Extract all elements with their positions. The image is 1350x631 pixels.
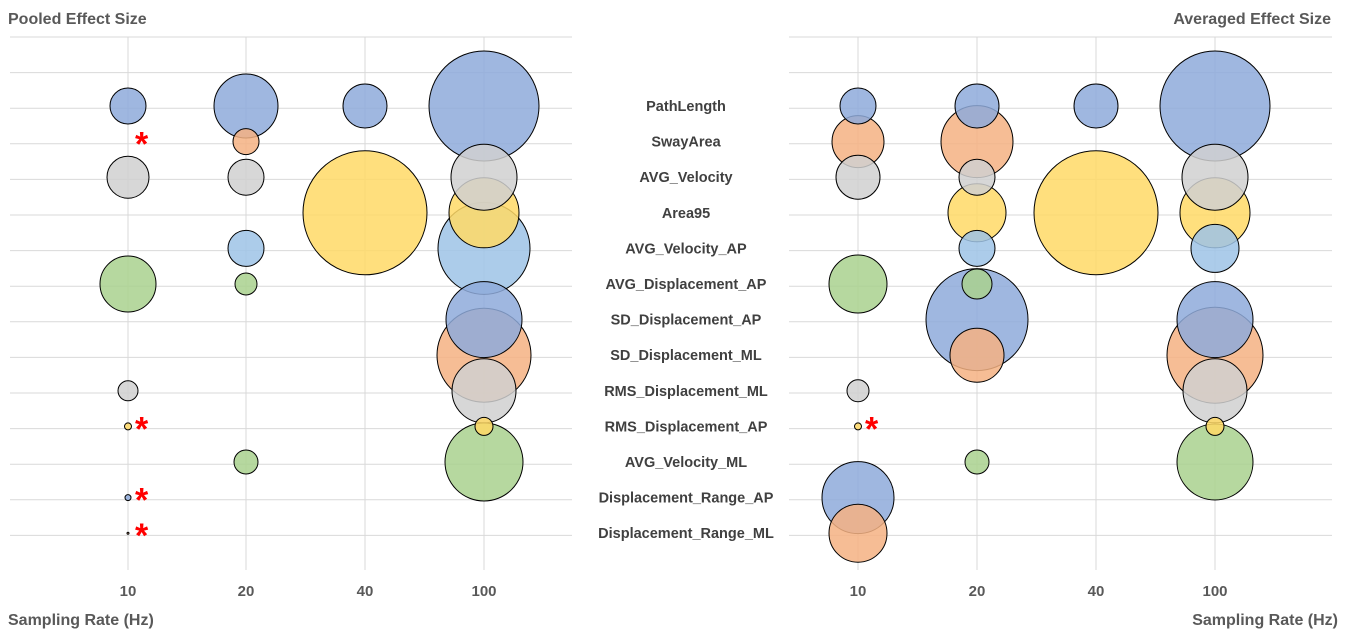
metric-label-sd-displacement-ap: SD_Displacement_AP	[611, 313, 762, 329]
left-bubble-area95-40	[302, 150, 428, 276]
metric-label-displacement-range-ml: Displacement_Range_ML	[598, 526, 774, 542]
left-bubble-avg-velocity-10	[106, 155, 150, 199]
right-bubble-rms-displacement-ml-100	[1182, 358, 1248, 424]
metric-labels: PathLength SwayArea AVG_Velocity Area95 AVG_…	[598, 99, 774, 542]
x-tick-label-100: 100	[471, 583, 496, 600]
x-tick-label-20: 20	[238, 583, 255, 600]
metric-label-displacement-range-ap: Displacement_Range_AP	[599, 491, 774, 507]
x-tick-label-40: 40	[1088, 583, 1105, 600]
left-bubble-rms-displacement-ml-10	[117, 380, 139, 402]
left-bubble-displacement-range-ml-10	[126, 531, 130, 535]
left-plot-area: 10 20 40 100****	[10, 36, 572, 600]
right-bubble-avg-velocity-10	[835, 154, 881, 200]
right-bubble-avg-velocity-20	[958, 158, 996, 196]
left-bubble-rms-displacement-ap-100	[474, 416, 494, 436]
left-asterisk-swayarea: *	[135, 126, 149, 164]
right-bubble-sd-displacement-ml-20	[949, 327, 1005, 383]
left-asterisk-displacement-range-ml: *	[135, 517, 149, 555]
right-bubble-sd-displacement-ap-100	[1176, 281, 1254, 359]
left-bubble-avg-displacement-ap-20	[234, 272, 258, 296]
x-tick-label-100: 100	[1202, 583, 1227, 600]
right-bubble-rms-displacement-ap-100	[1205, 416, 1225, 436]
right-bubble-avg-velocity-ml-20	[964, 449, 990, 475]
right-bubble-rms-displacement-ml-10	[846, 379, 870, 403]
metric-label-swayarea: SwayArea	[651, 135, 721, 151]
x-tick-label-10: 10	[120, 583, 137, 600]
left-bubble-rms-displacement-ap-10	[124, 422, 132, 431]
left-bubble-avg-velocity-100	[450, 143, 518, 211]
right-bubble-avg-displacement-ap-20	[961, 268, 993, 300]
metric-label-avg-velocity: AVG_Velocity	[639, 170, 732, 186]
right-bubble-pathlength-10	[839, 87, 877, 125]
metric-label-rms-displacement-ml: RMS_Displacement_ML	[604, 384, 768, 400]
metric-label-rms-displacement-ap: RMS_Displacement_AP	[605, 419, 768, 435]
left-bubble-pathlength-40	[342, 83, 388, 129]
left-bubble-avg-velocity-20	[227, 158, 265, 196]
left-bubble-avg-velocity-ml-20	[233, 449, 259, 475]
left-bubble-sd-displacement-ap-100	[445, 281, 523, 359]
x-tick-label-20: 20	[969, 583, 986, 600]
metric-label-avg-velocity-ml: AVG_Velocity_ML	[625, 455, 747, 471]
left-bubble-avg-displacement-ap-10	[99, 255, 157, 313]
right-bubble-avg-velocity-ap-100	[1190, 223, 1240, 273]
left-chart-title: Pooled Effect Size	[8, 11, 147, 28]
left-asterisk-displacement-range-ap: *	[135, 482, 149, 520]
right-bubble-avg-displacement-ap-10	[828, 254, 888, 314]
metric-label-avg-velocity-ap: AVG_Velocity_AP	[625, 241, 747, 257]
right-bubble-area95-40	[1033, 150, 1159, 276]
left-x-axis-label: Sampling Rate (Hz)	[8, 612, 154, 629]
right-bubble-rms-displacement-ap-10	[854, 422, 862, 431]
left-bubble-swayarea-20	[232, 128, 260, 156]
left-bubble-displacement-range-ap-10	[124, 494, 132, 502]
right-plot-area: 10 20 40 100 *	[789, 36, 1332, 600]
left-bubble-avg-velocity-ap-20	[227, 229, 265, 267]
right-chart-title: Averaged Effect Size	[1173, 11, 1331, 28]
right-bubble-displacement-range-ml-10	[828, 503, 888, 563]
metric-label-avg-displacement-ap: AVG_Displacement_AP	[606, 277, 767, 293]
right-bubble-avg-velocity-ap-20	[958, 229, 996, 267]
left-bubble-pathlength-10	[109, 87, 147, 125]
x-tick-label-40: 40	[357, 583, 374, 600]
left-asterisk-rms-displacement-ap: *	[135, 410, 149, 448]
metric-label-sd-displacement-ml: SD_Displacement_ML	[610, 348, 762, 364]
right-asterisk-rms-displacement-ap: *	[865, 410, 879, 448]
right-x-axis-label: Sampling Rate (Hz)	[1192, 612, 1338, 629]
right-bubble-pathlength-20	[954, 83, 1000, 129]
right-bubble-pathlength-40	[1073, 83, 1119, 129]
left-bubble-rms-displacement-ml-100	[451, 358, 517, 424]
x-tick-label-10: 10	[850, 583, 867, 600]
metric-label-pathlength: PathLength	[646, 99, 726, 115]
metric-label-area95: Area95	[662, 206, 710, 222]
right-bubble-avg-velocity-100	[1181, 143, 1249, 211]
